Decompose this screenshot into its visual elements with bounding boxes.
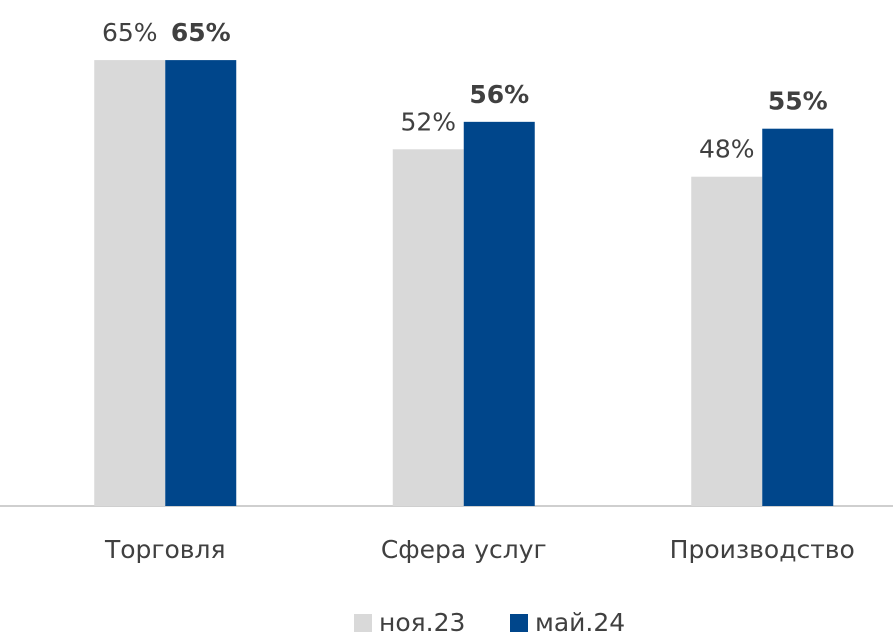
value-label: 56% [469, 80, 529, 109]
bar [463, 121, 535, 506]
legend-swatch [510, 614, 528, 632]
value-label: 55% [768, 87, 828, 116]
bar [94, 60, 166, 506]
bar [392, 149, 464, 506]
x-tick-label: Сфера услуг [381, 535, 547, 564]
legend-label: ноя.23 [379, 608, 465, 637]
bar [762, 128, 834, 506]
value-label: 65% [171, 18, 231, 47]
value-label: 48% [699, 135, 755, 164]
value-label: 52% [400, 107, 456, 136]
value-label: 65% [102, 18, 158, 47]
x-tick-label: Производство [670, 535, 855, 564]
legend-label: май.24 [535, 608, 625, 637]
bar [165, 60, 237, 506]
x-tick-label: Торговля [104, 535, 226, 564]
bar [691, 176, 763, 506]
legend-swatch [354, 614, 372, 632]
